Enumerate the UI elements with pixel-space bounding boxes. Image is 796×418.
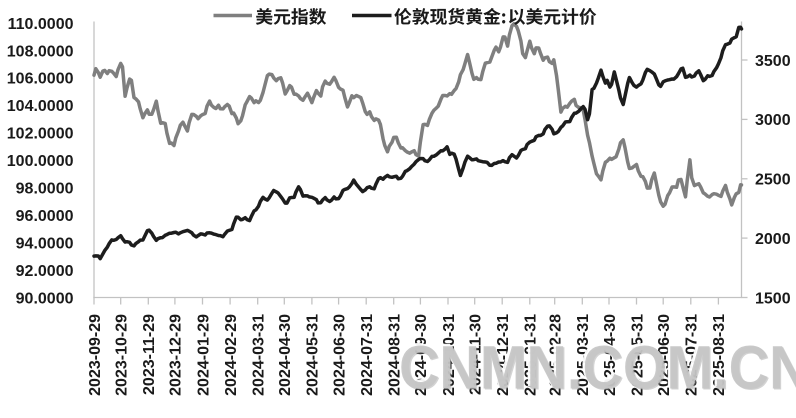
svg-text:2024-05-31: 2024-05-31 <box>305 314 322 396</box>
svg-text:2023-11-29: 2023-11-29 <box>141 314 158 395</box>
svg-text:2023-09-29: 2023-09-29 <box>87 314 104 396</box>
svg-text:2024-12-31: 2024-12-31 <box>495 314 512 396</box>
svg-text:2024-09-30: 2024-09-30 <box>413 314 430 396</box>
svg-text:2025-07-31: 2025-07-31 <box>684 314 701 396</box>
svg-text:3500: 3500 <box>755 53 791 70</box>
svg-text:2025-04-30: 2025-04-30 <box>602 314 619 396</box>
svg-text:98.0000: 98.0000 <box>16 180 74 197</box>
svg-text:2024-01-29: 2024-01-29 <box>195 314 212 396</box>
svg-text:2025-05-31: 2025-05-31 <box>629 314 646 396</box>
svg-text:2024-10-31: 2024-10-31 <box>441 314 458 396</box>
svg-text:CNMN.COM.CN: CNMN.COM.CN <box>397 332 796 400</box>
svg-text:2024-06-30: 2024-06-30 <box>331 314 348 396</box>
svg-text:2000: 2000 <box>755 231 791 248</box>
svg-text:2024-11-30: 2024-11-30 <box>467 314 484 395</box>
svg-text:2023-12-29: 2023-12-29 <box>168 314 185 396</box>
svg-text:92.0000: 92.0000 <box>16 263 74 280</box>
svg-text:110.0000: 110.0000 <box>8 16 74 33</box>
svg-text:2025-01-31: 2025-01-31 <box>523 314 540 396</box>
svg-text:2024-07-31: 2024-07-31 <box>359 314 376 396</box>
svg-text:2025-02-28: 2025-02-28 <box>547 314 564 396</box>
svg-text:3000: 3000 <box>755 112 791 129</box>
svg-text:96.0000: 96.0000 <box>16 208 74 225</box>
svg-text:2500: 2500 <box>755 172 791 189</box>
svg-text:94.0000: 94.0000 <box>16 235 74 252</box>
svg-text:2025-06-30: 2025-06-30 <box>656 314 673 396</box>
svg-text:2024-03-31: 2024-03-31 <box>250 314 267 396</box>
svg-text:2025-08-31: 2025-08-31 <box>711 314 728 396</box>
svg-text:2024-02-29: 2024-02-29 <box>223 314 240 396</box>
svg-text:1500: 1500 <box>755 290 791 307</box>
svg-text:CNMN.COM.CN: CNMN.COM.CN <box>399 334 796 402</box>
svg-text:104.0000: 104.0000 <box>7 98 74 115</box>
svg-text:100.0000: 100.0000 <box>7 153 74 170</box>
svg-text:102.0000: 102.0000 <box>7 126 74 143</box>
svg-text:2024-08-31: 2024-08-31 <box>386 314 403 396</box>
svg-text:2024-04-30: 2024-04-30 <box>277 314 294 396</box>
svg-text:CNMN.COM.CN: CNMN.COM.CN <box>400 335 796 403</box>
svg-text:2025-03-31: 2025-03-31 <box>575 314 592 396</box>
svg-text:90.0000: 90.0000 <box>16 290 74 307</box>
svg-text:106.0000: 106.0000 <box>7 71 74 88</box>
svg-text:2023-10-29: 2023-10-29 <box>113 314 130 396</box>
svg-text:108.0000: 108.0000 <box>7 43 74 60</box>
